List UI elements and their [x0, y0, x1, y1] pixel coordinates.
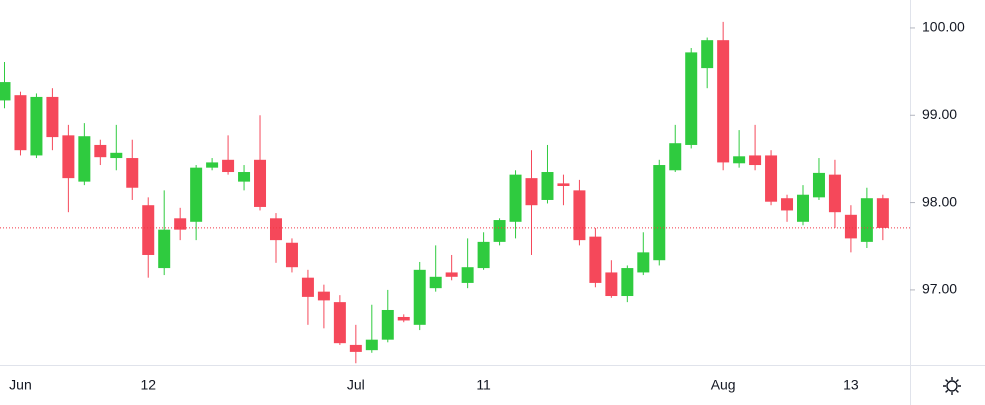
candle-body [733, 156, 746, 164]
candle-body [509, 174, 522, 222]
x-tick-label: 11 [476, 377, 491, 393]
y-tick-label: 97.00 [922, 281, 957, 297]
candle-body [621, 268, 634, 297]
candle-body [685, 52, 698, 145]
candle-body [557, 183, 570, 186]
candle-body [222, 159, 235, 173]
x-tick-label: Jun [9, 377, 32, 393]
candle-body [317, 291, 330, 301]
candle-body [14, 95, 27, 151]
candle-body [749, 155, 762, 166]
candle-body [589, 236, 602, 283]
candle-body [333, 302, 346, 344]
candle-body [413, 269, 426, 325]
candle-body [701, 40, 714, 69]
candle-body [637, 252, 650, 273]
candle-body [0, 82, 11, 101]
candle-body [765, 155, 778, 202]
candle-body [110, 152, 123, 159]
x-tick-label: 12 [140, 377, 156, 393]
candle-body [206, 162, 219, 168]
candle-body [285, 242, 298, 268]
candle-body [605, 272, 618, 297]
settings-icon[interactable] [943, 377, 961, 395]
candle-body [797, 194, 809, 222]
y-tick-label: 99.00 [922, 106, 957, 122]
candle-body [174, 218, 187, 230]
candle-body [860, 198, 873, 242]
candle-body [669, 143, 682, 171]
candle-body [541, 172, 554, 200]
candle-body [365, 339, 378, 351]
candle-body [142, 205, 155, 255]
candle-body [493, 220, 506, 242]
candle-body [525, 178, 538, 206]
candle-body [844, 214, 857, 239]
candle-body [397, 316, 410, 321]
candle-body [126, 158, 139, 188]
candle-body [269, 218, 282, 241]
candle-body [190, 167, 203, 222]
y-tick-label: 98.00 [922, 193, 957, 209]
candle-body [461, 267, 474, 283]
candle-body [301, 277, 314, 297]
candle-body [238, 172, 251, 182]
candle-body [78, 136, 91, 182]
candle-body [158, 229, 171, 269]
candle-body [62, 135, 75, 179]
candle-body [812, 172, 825, 198]
candle-body [445, 272, 458, 277]
candle-body [429, 276, 442, 289]
candle-body [828, 174, 841, 213]
candle-body [46, 96, 59, 138]
candle-body [254, 159, 267, 207]
candle-body [876, 198, 889, 228]
candle-body [573, 190, 586, 241]
candle-body [477, 241, 490, 269]
candle-body [381, 309, 394, 340]
candle-body [94, 144, 107, 158]
candle-body [30, 96, 43, 156]
x-tick-label: Aug [711, 377, 736, 393]
candle-body [653, 165, 666, 261]
x-tick-label: Jul [347, 377, 365, 393]
y-tick-label: 100.00 [922, 19, 965, 35]
candle-body [717, 40, 730, 163]
candle-body [781, 198, 794, 211]
x-tick-label: 13 [843, 377, 859, 393]
candle-body [349, 344, 362, 352]
